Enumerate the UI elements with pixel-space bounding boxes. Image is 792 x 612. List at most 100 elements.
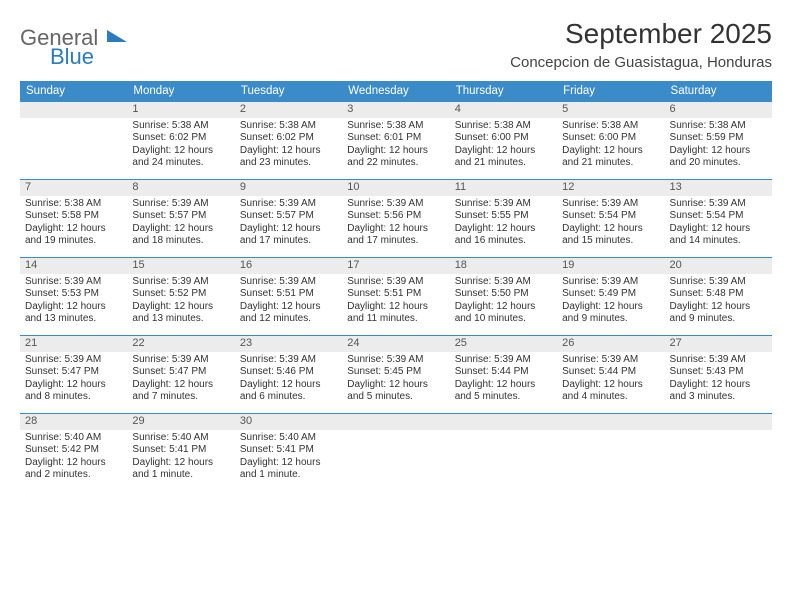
sunset-text: Sunset: 5:46 PM	[240, 366, 337, 379]
day-number: 8	[127, 180, 234, 196]
day-cell: Sunrise: 5:38 AMSunset: 6:00 PMDaylight:…	[450, 118, 557, 180]
daylight-text: and 4 minutes.	[562, 391, 659, 404]
day-number	[20, 102, 127, 118]
daylight-text: Daylight: 12 hours	[562, 145, 659, 158]
sunrise-text: Sunrise: 5:39 AM	[240, 354, 337, 367]
daylight-text: Daylight: 12 hours	[670, 301, 767, 314]
day-cell: Sunrise: 5:39 AMSunset: 5:45 PMDaylight:…	[342, 352, 449, 414]
sunset-text: Sunset: 6:00 PM	[455, 132, 552, 145]
sunset-text: Sunset: 5:41 PM	[132, 444, 229, 457]
day-number: 10	[342, 180, 449, 196]
daylight-text: and 21 minutes.	[562, 157, 659, 170]
sunset-text: Sunset: 5:52 PM	[132, 288, 229, 301]
daylight-text: and 7 minutes.	[132, 391, 229, 404]
day-cell	[342, 430, 449, 492]
sunset-text: Sunset: 5:43 PM	[670, 366, 767, 379]
daylight-text: and 18 minutes.	[132, 235, 229, 248]
day-cell: Sunrise: 5:40 AMSunset: 5:41 PMDaylight:…	[235, 430, 342, 492]
sunrise-text: Sunrise: 5:40 AM	[25, 432, 122, 445]
sunset-text: Sunset: 5:51 PM	[240, 288, 337, 301]
daylight-text: Daylight: 12 hours	[240, 223, 337, 236]
day-number	[450, 414, 557, 430]
daylight-text: Daylight: 12 hours	[132, 301, 229, 314]
sunset-text: Sunset: 6:00 PM	[562, 132, 659, 145]
daylight-text: and 17 minutes.	[347, 235, 444, 248]
day-number	[665, 414, 772, 430]
sunrise-text: Sunrise: 5:40 AM	[132, 432, 229, 445]
day-content-row: Sunrise: 5:38 AMSunset: 5:58 PM Daylight:…	[20, 196, 772, 258]
day-number: 6	[665, 102, 772, 118]
daylight-text: Daylight: 12 hours	[562, 379, 659, 392]
sunrise-text: Sunrise: 5:39 AM	[562, 354, 659, 367]
day-number: 11	[450, 180, 557, 196]
day-number: 21	[20, 336, 127, 352]
daylight-text: and 23 minutes.	[240, 157, 337, 170]
daylight-text: Daylight: 12 hours	[347, 301, 444, 314]
sunrise-text: Sunrise: 5:38 AM	[670, 120, 767, 133]
logo-text: General Blue	[20, 28, 98, 68]
day-number: 25	[450, 336, 557, 352]
sunset-text: Sunset: 6:02 PM	[240, 132, 337, 145]
daylight-text: Daylight: 12 hours	[455, 379, 552, 392]
daylight-text: Daylight: 12 hours	[455, 301, 552, 314]
sunrise-text: Sunrise: 5:39 AM	[562, 276, 659, 289]
sunrise-text: Sunrise: 5:39 AM	[347, 198, 444, 211]
day-number-row: 123456	[20, 102, 772, 118]
weekday-header: Friday	[557, 81, 664, 102]
day-number: 18	[450, 258, 557, 274]
day-cell	[20, 118, 127, 180]
daylight-text: Daylight: 12 hours	[455, 223, 552, 236]
daylight-text: Daylight: 12 hours	[132, 145, 229, 158]
day-number	[557, 414, 664, 430]
day-number: 2	[235, 102, 342, 118]
header: General Blue September 2025 Concepcion d…	[20, 18, 772, 71]
day-number: 26	[557, 336, 664, 352]
sunrise-text: Sunrise: 5:38 AM	[562, 120, 659, 133]
sunrise-text: Sunrise: 5:39 AM	[25, 276, 122, 289]
sunrise-text: Sunrise: 5:38 AM	[132, 120, 229, 133]
daylight-text: and 10 minutes.	[455, 313, 552, 326]
daylight-text: and 11 minutes.	[347, 313, 444, 326]
sunset-text: Sunset: 5:55 PM	[455, 210, 552, 223]
sunrise-text: Sunrise: 5:38 AM	[347, 120, 444, 133]
day-number: 9	[235, 180, 342, 196]
sunrise-text: Sunrise: 5:39 AM	[347, 354, 444, 367]
calendar-table: Sunday Monday Tuesday Wednesday Thursday…	[20, 81, 772, 492]
daylight-text: and 19 minutes.	[25, 235, 122, 248]
day-cell: Sunrise: 5:38 AMSunset: 6:01 PMDaylight:…	[342, 118, 449, 180]
day-cell: Sunrise: 5:39 AMSunset: 5:44 PMDaylight:…	[557, 352, 664, 414]
sunrise-text: Sunrise: 5:40 AM	[240, 432, 337, 445]
sunrise-text: Sunrise: 5:38 AM	[25, 198, 122, 211]
day-cell	[557, 430, 664, 492]
sunrise-text: Sunrise: 5:39 AM	[670, 276, 767, 289]
sunset-text: Sunset: 5:56 PM	[347, 210, 444, 223]
logo: General Blue	[20, 18, 98, 68]
day-cell: Sunrise: 5:39 AMSunset: 5:44 PMDaylight:…	[450, 352, 557, 414]
day-content-row: Sunrise: 5:39 AMSunset: 5:53 PMDaylight:…	[20, 274, 772, 336]
weekday-header: Monday	[127, 81, 234, 102]
day-cell: Sunrise: 5:38 AMSunset: 5:58 PMDaylight:…	[20, 196, 127, 258]
daylight-text: Daylight: 12 hours	[347, 379, 444, 392]
day-cell: Sunrise: 5:40 AMSunset: 5:42 PMDaylight:…	[20, 430, 127, 492]
daylight-text: and 13 minutes.	[25, 313, 122, 326]
sunset-text: Sunset: 5:58 PM	[25, 210, 122, 223]
day-number: 20	[665, 258, 772, 274]
day-content-row: Sunrise: 5:38 AM Sunset: 6:02 PM Daylight:…	[20, 118, 772, 180]
sunset-text: Sunset: 5:48 PM	[670, 288, 767, 301]
day-cell: Sunrise: 5:38 AMSunset: 6:02 PMDaylight:…	[235, 118, 342, 180]
sunset-text: Sunset: 5:57 PM	[240, 210, 337, 223]
sunrise-text: Sunrise: 5:39 AM	[455, 198, 552, 211]
day-number: 29	[127, 414, 234, 430]
daylight-text: and 22 minutes.	[347, 157, 444, 170]
day-number: 5	[557, 102, 664, 118]
day-number: 22	[127, 336, 234, 352]
sunrise-text: Sunrise: 5:39 AM	[562, 198, 659, 211]
sunset-text: Sunset: 5:41 PM	[240, 444, 337, 457]
daylight-text: and 20 minutes.	[670, 157, 767, 170]
sunrise-text: Sunrise: 5:39 AM	[132, 354, 229, 367]
sunset-text: Sunset: 6:01 PM	[347, 132, 444, 145]
daylight-text: Daylight: 12 hours	[132, 457, 229, 470]
weekday-header: Sunday	[20, 81, 127, 102]
day-number: 27	[665, 336, 772, 352]
weekday-header: Thursday	[450, 81, 557, 102]
